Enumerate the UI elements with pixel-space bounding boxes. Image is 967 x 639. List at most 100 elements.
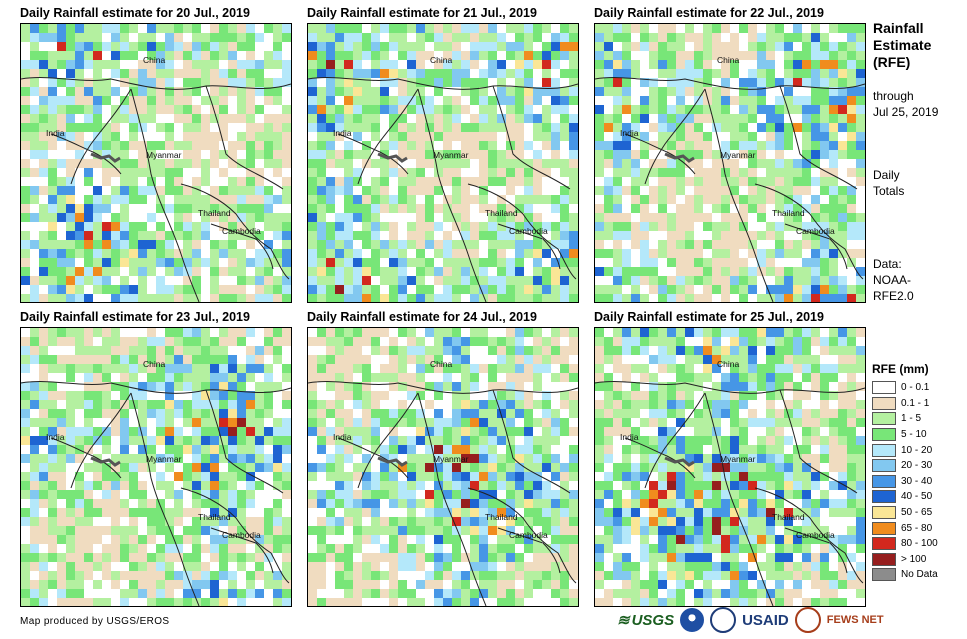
rainfall-panel: Daily Rainfall estimate for 23 Jul., 201… — [20, 309, 292, 607]
rainfall-map: China India Myanmar Thailand Cambodia — [307, 327, 579, 607]
rainfall-map: China India Myanmar Thailand Cambodia — [20, 327, 292, 607]
legend-item: 1 - 5 — [872, 411, 962, 427]
country-label-thailand: Thailand — [772, 512, 805, 522]
country-label-india: India — [46, 128, 65, 138]
totals-line1: Daily — [873, 168, 900, 182]
panel-title: Daily Rainfall estimate for 21 Jul., 201… — [307, 6, 537, 20]
country-label-china: China — [143, 359, 166, 369]
country-label-myanmar: Myanmar — [146, 454, 182, 464]
data-source-line2: RFE2.0 — [873, 289, 914, 303]
country-label-china: China — [717, 55, 740, 65]
country-label-cambodia: Cambodia — [796, 226, 835, 236]
country-label-india: India — [620, 128, 639, 138]
legend-item: 10 - 20 — [872, 442, 962, 458]
rfe-title-line3: (RFE) — [873, 54, 911, 70]
legend-label: 40 - 50 — [901, 491, 933, 503]
legend-item: No Data — [872, 567, 962, 583]
data-source-line1: NOAA- — [873, 273, 912, 287]
country-label-cambodia: Cambodia — [222, 226, 261, 236]
panel-title: Daily Rainfall estimate for 22 Jul., 201… — [594, 6, 824, 20]
legend-swatch — [872, 459, 896, 473]
legend-swatch — [872, 552, 896, 566]
legend-label: 10 - 20 — [901, 444, 933, 456]
legend-item: 65 - 80 — [872, 520, 962, 536]
rainfall-map: China India Myanmar Thailand Cambodia — [307, 23, 579, 303]
legend-swatch — [872, 381, 896, 395]
country-label-india: India — [620, 432, 639, 442]
rainfall-panel: Daily Rainfall estimate for 24 Jul., 201… — [307, 309, 579, 607]
legend: RFE (mm) 0 - 0.1 0.1 - 1 1 - 5 5 - 10 10 - 2… — [872, 362, 962, 583]
country-label-cambodia: Cambodia — [222, 530, 261, 540]
rainfall-map: China India Myanmar Thailand Cambodia — [594, 327, 866, 607]
logo-strip: ≋ USGS USAID FEWS NET — [617, 606, 884, 634]
country-label-india: India — [333, 432, 352, 442]
rainfall-field — [595, 328, 865, 606]
legend-swatch — [872, 428, 896, 442]
legend-label: 0.1 - 1 — [901, 397, 930, 409]
country-label-china: China — [430, 55, 453, 65]
data-source-note: Data: NOAA- RFE2.0 — [873, 256, 914, 304]
usaid-logo-text: USAID — [742, 611, 789, 629]
rainfall-field — [308, 24, 578, 302]
rainfall-panel: Daily Rainfall estimate for 22 Jul., 201… — [594, 5, 866, 303]
legend-label: 5 - 10 — [901, 429, 927, 441]
legend-label: No Data — [901, 569, 938, 581]
through-label: through — [873, 89, 914, 103]
totals-line2: Totals — [873, 184, 905, 198]
legend-label: 1 - 5 — [901, 413, 922, 425]
legend-item: 20 - 30 — [872, 458, 962, 474]
totals-note: Daily Totals — [873, 167, 904, 199]
country-label-myanmar: Myanmar — [433, 150, 469, 160]
legend-swatch — [872, 443, 896, 457]
noaa-logo-icon — [680, 608, 705, 632]
legend-swatch — [872, 537, 896, 551]
country-label-cambodia: Cambodia — [796, 530, 835, 540]
legend-item: > 100 — [872, 552, 962, 568]
country-label-cambodia: Cambodia — [509, 530, 548, 540]
rainfall-panel: Daily Rainfall estimate for 25 Jul., 201… — [594, 309, 866, 607]
rainfall-map: China India Myanmar Thailand Cambodia — [20, 23, 292, 303]
legend-item: 80 - 100 — [872, 536, 962, 552]
legend-label: 0 - 0.1 — [901, 382, 930, 394]
legend-item: 0.1 - 1 — [872, 396, 962, 412]
rainfall-field — [21, 328, 291, 606]
country-label-china: China — [143, 55, 166, 65]
rfe-title: Rainfall Estimate (RFE) — [873, 20, 931, 71]
legend-label: 20 - 30 — [901, 460, 933, 472]
rainfall-map: China India Myanmar Thailand Cambodia — [594, 23, 866, 303]
country-label-myanmar: Myanmar — [720, 454, 756, 464]
legend-item: 50 - 65 — [872, 505, 962, 521]
country-label-cambodia: Cambodia — [509, 226, 548, 236]
fews-seal-icon — [794, 607, 821, 633]
rainfall-panel: Daily Rainfall estimate for 20 Jul., 201… — [20, 5, 292, 303]
country-label-thailand: Thailand — [772, 208, 805, 218]
usaid-seal-icon — [710, 607, 737, 633]
legend-swatch — [872, 568, 896, 582]
legend-title: RFE (mm) — [872, 362, 929, 376]
legend-label: 80 - 100 — [901, 538, 938, 550]
country-label-india: India — [333, 128, 352, 138]
legend-item: 30 - 40 — [872, 474, 962, 490]
country-label-india: India — [46, 432, 65, 442]
legend-swatch — [872, 490, 896, 504]
country-label-china: China — [430, 359, 453, 369]
legend-label: 30 - 40 — [901, 475, 933, 487]
fews-logo-text: FEWS NET — [826, 614, 884, 626]
legend-swatch — [872, 474, 896, 488]
country-label-thailand: Thailand — [198, 512, 231, 522]
panel-title: Daily Rainfall estimate for 25 Jul., 201… — [594, 310, 824, 324]
rainfall-field — [21, 24, 291, 302]
panel-title: Daily Rainfall estimate for 20 Jul., 201… — [20, 6, 250, 20]
legend-item: 5 - 10 — [872, 427, 962, 443]
legend-label: 65 - 80 — [901, 522, 933, 534]
rfe-title-line2: Estimate — [873, 37, 932, 53]
through-note: through Jul 25, 2019 — [873, 88, 938, 120]
panel-title: Daily Rainfall estimate for 23 Jul., 201… — [20, 310, 250, 324]
country-label-thailand: Thailand — [198, 208, 231, 218]
usgs-logo-text: USGS — [631, 611, 675, 629]
legend-swatch — [872, 506, 896, 520]
rfe-title-line1: Rainfall — [873, 20, 924, 36]
legend-label: 50 - 65 — [901, 507, 933, 519]
map-credit: Map produced by USGS/EROS — [20, 616, 170, 627]
rainfall-field — [595, 24, 865, 302]
